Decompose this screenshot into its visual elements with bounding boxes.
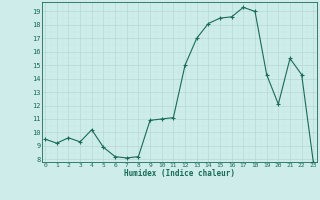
X-axis label: Humidex (Indice chaleur): Humidex (Indice chaleur) <box>124 169 235 178</box>
